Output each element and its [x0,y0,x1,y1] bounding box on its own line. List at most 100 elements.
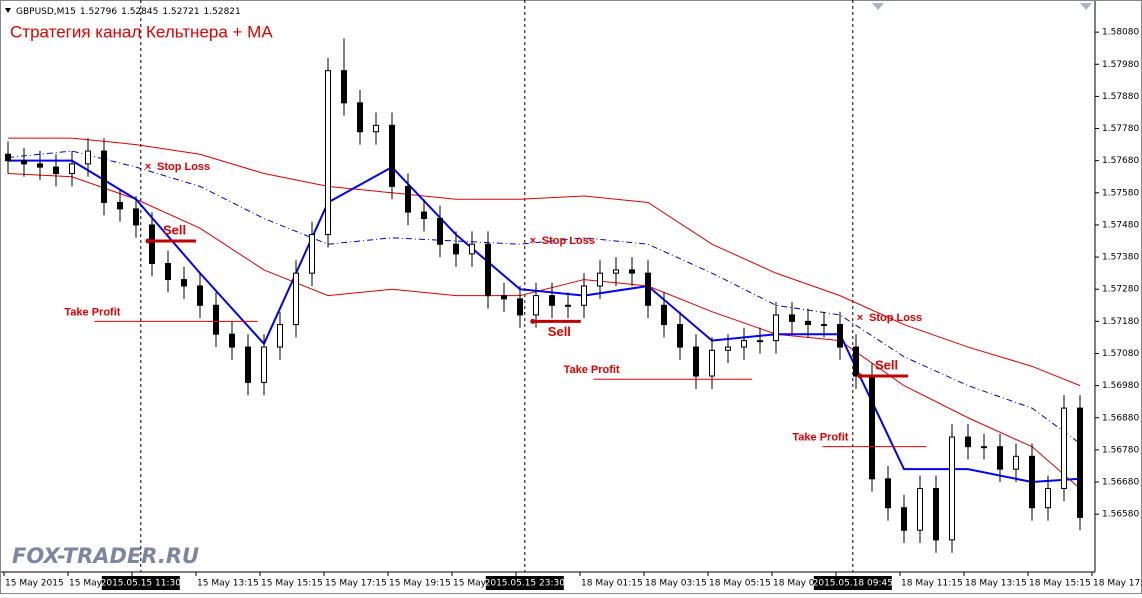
candle-body [917,487,923,531]
y-tick-label: 1.57580 [1102,188,1139,198]
header-low: 1.52721 [162,7,199,17]
x-tick-label: 15 May 2015 [5,579,64,589]
candle-body [373,124,379,133]
y-tick-label: 1.58080 [1102,28,1139,38]
candle-body [37,163,43,168]
candle-body [21,160,27,165]
y-tick-label: 1.56780 [1102,445,1139,455]
x-tick-label: 15 May 19:15 [389,579,451,589]
candle-body [773,314,779,342]
candle-body [885,478,891,509]
candle-body [485,243,491,297]
candle-body [53,166,59,175]
candle-body [837,324,843,348]
candle-body [565,304,571,307]
y-tick-label: 1.57980 [1102,60,1139,70]
candle-body [677,324,683,348]
indicator-line [8,137,1081,387]
stop-loss-marker: × [145,161,151,173]
candle-body [965,436,971,448]
shift-marker [872,3,884,10]
candle-body [533,295,539,316]
header-open: 1.52796 [80,7,117,17]
candle-body [949,436,955,541]
stop-loss-label: Stop Loss [869,312,922,324]
candle-body [469,243,475,255]
y-tick-label: 1.56680 [1102,478,1139,488]
x-tick-label: 18 May 15:15 [1029,579,1091,589]
header-high: 1.52845 [121,7,158,17]
candle-body [197,285,203,306]
candle-body [981,446,987,449]
candle-body [709,349,715,377]
candle-body [805,320,811,326]
y-tick-label: 1.57380 [1102,253,1139,263]
y-tick-label: 1.57680 [1102,156,1139,166]
candle-body [869,375,875,480]
candle-body [853,346,859,377]
take-profit-label: Take Profit [792,432,848,444]
candle-body [645,272,651,306]
cursor-label: 2015.05.15 23:30 [485,579,566,589]
candle-body [437,218,443,245]
candle-body [693,346,699,377]
candle-body [1013,455,1019,470]
y-tick-label: 1.57280 [1102,285,1139,295]
candle-body [165,263,171,281]
sell-label: Sell [163,222,186,237]
x-tick-label: 15 May 17:15 [325,579,387,589]
stop-loss-marker: × [530,235,536,247]
candle-body [501,295,507,300]
candle-body [1045,487,1051,509]
x-tick-label: 15 May 13:15 [197,579,259,589]
candle-body [101,150,107,203]
x-tick-label: 18 May 01:15 [581,579,643,589]
chart-title: Стратегия канал Кельтнера + MA [10,22,273,41]
candle-body [245,346,251,383]
candle-body [117,201,123,210]
sell-point [145,238,151,244]
candle-body [629,269,635,274]
candle-body [405,185,411,213]
candle-body [453,243,459,255]
cursor-label-box [101,576,180,590]
y-tick-label: 1.57880 [1102,92,1139,102]
candle-body [517,298,523,316]
x-tick-label: 15 May [453,579,487,589]
watermark: FOX-TRADER.RU [12,544,199,568]
x-tick-label: 15 May 15:15 [261,579,323,589]
candle-body [277,324,283,348]
cursor-label-box [813,576,892,590]
take-profit-label: Take Profit [564,364,620,376]
cursor-label-box [485,576,564,590]
cursor-label: 2015.05.18 09:45 [813,579,893,589]
candle-body [821,324,827,327]
candle-body [389,124,395,187]
candle-body [325,70,331,236]
take-profit-label: Take Profit [64,306,120,318]
candle-body [933,487,939,541]
x-tick-label: 18 May 03:15 [645,579,707,589]
y-tick-label: 1.56880 [1102,413,1139,423]
stop-loss-label: Stop Loss [542,235,595,247]
candle-body [661,304,667,326]
x-tick-label: 18 May 11:15 [901,579,963,589]
stop-loss-marker: × [857,312,863,324]
candle-body [757,340,763,343]
candle-body [421,211,427,220]
candle-body [741,340,747,348]
candle-body [1029,455,1035,509]
candle-body [597,272,603,287]
candle-body [69,163,75,175]
candle-body [261,346,267,383]
cursor-label: 2015.05.15 11:30 [101,579,182,589]
candle-body [181,279,187,287]
candle-body [581,285,587,306]
candle-body [725,346,731,351]
sell-label: Sell [875,357,898,372]
candle-body [293,272,299,326]
candle-body [613,269,619,274]
shift-marker [1080,3,1092,10]
